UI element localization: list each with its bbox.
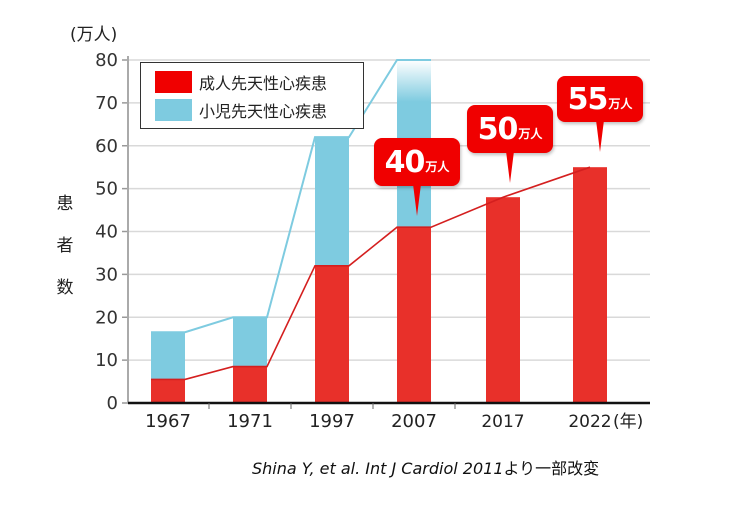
y-axis-title: 患 者 数	[55, 183, 75, 309]
legend: 成人先天性心疾患 小児先天性心疾患	[140, 62, 364, 129]
x-tick-label-1967: 1967	[145, 411, 191, 432]
y-tick-label: 0	[107, 393, 118, 414]
x-unit-label: (年)	[613, 412, 643, 432]
bar-adult-2022	[573, 167, 607, 403]
adult-trend-line	[151, 166, 591, 381]
bar-child-1971	[233, 317, 267, 367]
x-tick-label-1997: 1997	[309, 411, 355, 432]
bar-adult-2017	[486, 197, 520, 403]
callout-value: 55	[567, 81, 609, 117]
legend-label-adult: 成人先天性心疾患	[199, 74, 328, 93]
callout-unit: 万人	[608, 96, 633, 111]
legend-swatch-adult	[155, 71, 192, 93]
callout-pointer	[413, 184, 421, 216]
citation-suffix: より一部改変	[503, 459, 600, 478]
callout-value: 40	[384, 144, 426, 180]
bar-adult-1997	[315, 265, 349, 403]
bar-adult-2007	[397, 227, 431, 403]
citation: Shina Y, et al. Int J Cardiol 2011より一部改変	[252, 455, 599, 479]
legend-label-child: 小児先天性心疾患	[199, 102, 328, 121]
y-unit-label: (万人)	[70, 25, 118, 45]
y-tick-label: 80	[95, 50, 118, 71]
y-axis-title-char: 数	[56, 278, 74, 298]
callout-2017: 50 万人	[467, 105, 553, 183]
callout-2007: 40 万人	[374, 138, 460, 216]
y-tick-label: 60	[95, 136, 118, 157]
bar-adult-1967	[151, 379, 185, 403]
bar-child-1967	[151, 332, 185, 380]
legend-item-adult: 成人先天性心疾患	[155, 70, 327, 94]
legend-item-child: 小児先天性心疾患	[155, 98, 327, 122]
x-tick-label-2017: 2017	[481, 412, 524, 432]
y-tick-label: 30	[95, 264, 118, 285]
callout-pointer	[506, 151, 514, 183]
y-tick-label: 40	[95, 222, 118, 243]
x-tick-label-1971: 1971	[227, 411, 273, 432]
callout-2022: 55 万人	[557, 76, 643, 152]
bar-child-1997	[315, 137, 349, 266]
y-tick-label: 50	[95, 179, 118, 200]
y-axis-title-char: 者	[56, 236, 74, 256]
y-tick-label: 70	[95, 93, 118, 114]
x-tick-label-2007: 2007	[391, 411, 437, 432]
y-axis-title-char: 患	[56, 194, 74, 214]
callout-unit: 万人	[518, 126, 543, 141]
y-tick-label: 10	[95, 350, 118, 371]
child-trend-line	[151, 59, 431, 334]
y-tick-label: 20	[95, 307, 118, 328]
legend-swatch-child	[155, 99, 192, 121]
callout-pointer	[596, 120, 604, 152]
callout-value: 50	[477, 111, 519, 147]
citation-reference: Shina Y, et al. Int J Cardiol 2011	[252, 459, 504, 478]
callout-unit: 万人	[425, 159, 450, 174]
bar-adult-1971	[233, 366, 267, 403]
x-tick-label-2022: 2022	[568, 412, 611, 432]
